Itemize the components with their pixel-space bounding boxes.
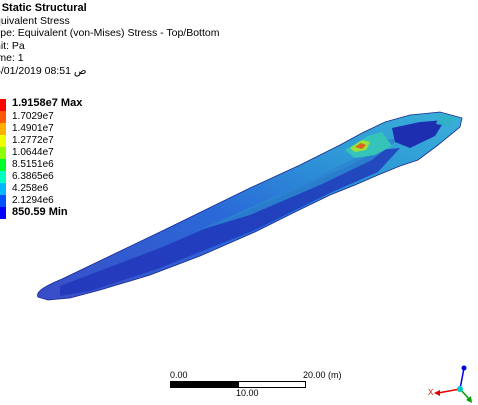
- x-axis-arrow: [434, 390, 440, 396]
- analysis-title: : Static Structural: [0, 2, 87, 14]
- z-axis-line: [459, 367, 465, 390]
- legend-label: 4.258e6: [12, 183, 49, 194]
- scale-end-label: 20.00 (m): [303, 370, 342, 380]
- z-axis-tip: [461, 365, 467, 371]
- scale-segment-dark: [170, 381, 238, 388]
- legend-swatch-min: [0, 207, 6, 219]
- scale-bar: 0.00 20.00 (m) 10.00: [168, 370, 348, 400]
- triad-origin: [457, 386, 463, 392]
- legend-label-min: 850.59 Min: [12, 206, 68, 218]
- result-timestamp: 6/01/2019 08:51 ص: [0, 64, 87, 77]
- y-axis-arrow: [466, 396, 472, 403]
- scale-start-label: 0.00: [170, 370, 188, 380]
- legend-swatch-max: [0, 99, 6, 111]
- legend-swatch: [0, 147, 6, 159]
- legend-swatch: [0, 123, 6, 135]
- result-unit: nit: Pa: [0, 39, 25, 52]
- legend-label: 1.7029e7: [12, 111, 54, 122]
- x-axis-label: X: [428, 388, 434, 397]
- legend-label: 1.4901e7: [12, 123, 54, 134]
- legend-label: 6.3865e6: [12, 171, 54, 182]
- result-info-panel: : Static Structural quivalent Stress ype…: [0, 2, 219, 78]
- blade-mid-band: [200, 138, 400, 230]
- legend-swatch: [0, 183, 6, 195]
- result-name: quivalent Stress: [0, 14, 70, 27]
- blade-root-low-stress: [392, 120, 445, 148]
- result-type: ype: Equivalent (von-Mises) Stress - Top…: [0, 27, 220, 40]
- legend-swatch: [0, 195, 6, 207]
- legend-label: 1.0644e7: [12, 147, 54, 158]
- blade-stress-region-peak: [355, 143, 366, 149]
- legend-swatch: [0, 171, 6, 183]
- legend-swatch: [0, 159, 6, 171]
- x-axis-line: [437, 388, 461, 394]
- scale-segment-light: [238, 381, 306, 388]
- legend-label: 1.2772e7: [12, 135, 54, 146]
- legend-swatch: [0, 135, 6, 147]
- legend-label-max: 1.9158e7 Max: [12, 97, 83, 109]
- scale-mid-label: 10.00: [236, 388, 259, 398]
- legend-label: 2.1294e6: [12, 195, 54, 206]
- result-time: ime: 1: [0, 52, 24, 65]
- blade-model[interactable]: [37, 111, 463, 301]
- legend-swatch: [0, 111, 6, 123]
- blade-root-patch: [436, 114, 458, 126]
- axis-triad[interactable]: X: [422, 362, 478, 405]
- legend-label: 8.5151e6: [12, 159, 54, 170]
